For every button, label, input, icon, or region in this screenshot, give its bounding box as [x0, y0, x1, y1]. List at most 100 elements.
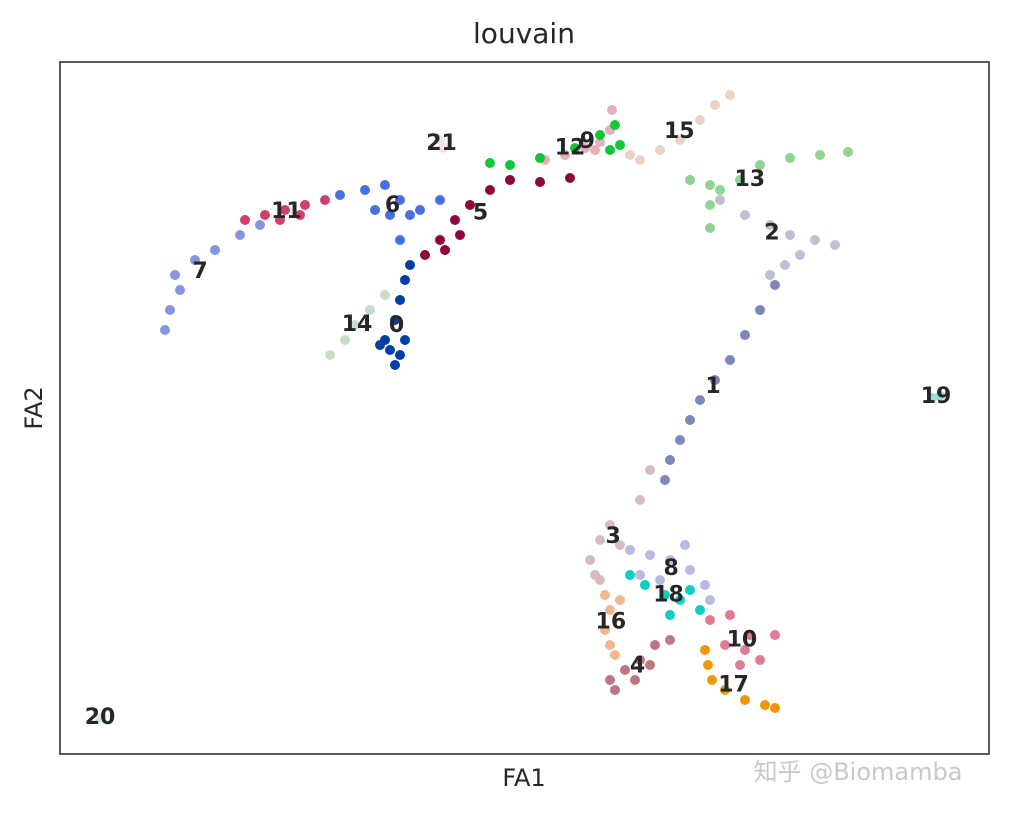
y-axis-label: FA2: [20, 386, 48, 429]
cluster-label: 0: [389, 313, 404, 338]
point: [685, 415, 695, 425]
point: [335, 190, 345, 200]
cluster-label: 5: [473, 201, 488, 226]
point: [740, 695, 750, 705]
point: [675, 135, 685, 145]
cluster-label: 10: [727, 628, 758, 653]
point: [660, 475, 670, 485]
point: [405, 210, 415, 220]
point: [710, 100, 720, 110]
point: [745, 630, 755, 640]
point: [565, 173, 575, 183]
point: [325, 350, 335, 360]
point: [707, 675, 717, 685]
point: [380, 290, 390, 300]
point: [95, 713, 105, 723]
point: [935, 391, 945, 401]
point: [740, 330, 750, 340]
point: [580, 143, 590, 153]
point: [610, 120, 620, 130]
point: [710, 375, 720, 385]
point: [650, 640, 660, 650]
cluster-label: 2: [764, 221, 779, 246]
point: [740, 645, 750, 655]
point: [607, 105, 617, 115]
point: [725, 90, 735, 100]
point: [615, 595, 625, 605]
point: [695, 605, 705, 615]
cluster-label: 6: [385, 193, 400, 218]
cluster-label: 15: [664, 119, 695, 144]
point: [400, 275, 410, 285]
point: [485, 185, 495, 195]
cluster-label: 11: [271, 199, 302, 224]
point: [695, 395, 705, 405]
cluster-label: 8: [663, 556, 678, 581]
point: [685, 175, 695, 185]
point: [375, 340, 385, 350]
point: [615, 540, 625, 550]
cluster-label: 12: [555, 136, 586, 161]
point: [605, 640, 615, 650]
point: [605, 605, 615, 615]
point: [610, 685, 620, 695]
point: [360, 185, 370, 195]
point: [438, 143, 448, 153]
point: [595, 137, 605, 147]
point: [830, 240, 840, 250]
point: [725, 355, 735, 365]
point: [640, 580, 650, 590]
point: [655, 145, 665, 155]
point: [435, 135, 445, 145]
point: [595, 535, 605, 545]
watermark: 知乎 @Biomamba: [754, 758, 963, 786]
point: [705, 200, 715, 210]
point: [535, 177, 545, 187]
cluster-label: 9: [580, 129, 595, 154]
point: [585, 555, 595, 565]
point: [395, 295, 405, 305]
point: [600, 625, 610, 635]
point: [715, 195, 725, 205]
point: [255, 220, 265, 230]
cluster-label: 1: [705, 374, 720, 399]
point: [725, 610, 735, 620]
point: [175, 285, 185, 295]
point: [275, 215, 285, 225]
point: [810, 235, 820, 245]
point: [600, 590, 610, 600]
point: [795, 250, 805, 260]
point: [685, 565, 695, 575]
point: [395, 350, 405, 360]
point: [760, 700, 770, 710]
point: [210, 245, 220, 255]
point: [665, 455, 675, 465]
point: [635, 155, 645, 165]
point: [927, 393, 937, 403]
points: [95, 90, 945, 723]
point: [300, 200, 310, 210]
point: [590, 570, 600, 580]
cluster-label: 20: [85, 705, 116, 730]
point: [705, 595, 715, 605]
point: [595, 130, 605, 140]
point: [770, 630, 780, 640]
point: [365, 305, 375, 315]
point: [630, 675, 640, 685]
cluster-label: 3: [605, 524, 620, 549]
point: [295, 210, 305, 220]
point: [625, 545, 635, 555]
point: [505, 160, 515, 170]
point: [605, 675, 615, 685]
point: [735, 660, 745, 670]
point: [400, 335, 410, 345]
cluster-label: 4: [630, 653, 645, 678]
point: [635, 570, 645, 580]
point: [420, 250, 430, 260]
point: [785, 230, 795, 240]
cluster-label: 19: [921, 384, 952, 409]
point: [165, 305, 175, 315]
cluster-label: 14: [342, 312, 373, 337]
cluster-label: 18: [653, 583, 684, 608]
